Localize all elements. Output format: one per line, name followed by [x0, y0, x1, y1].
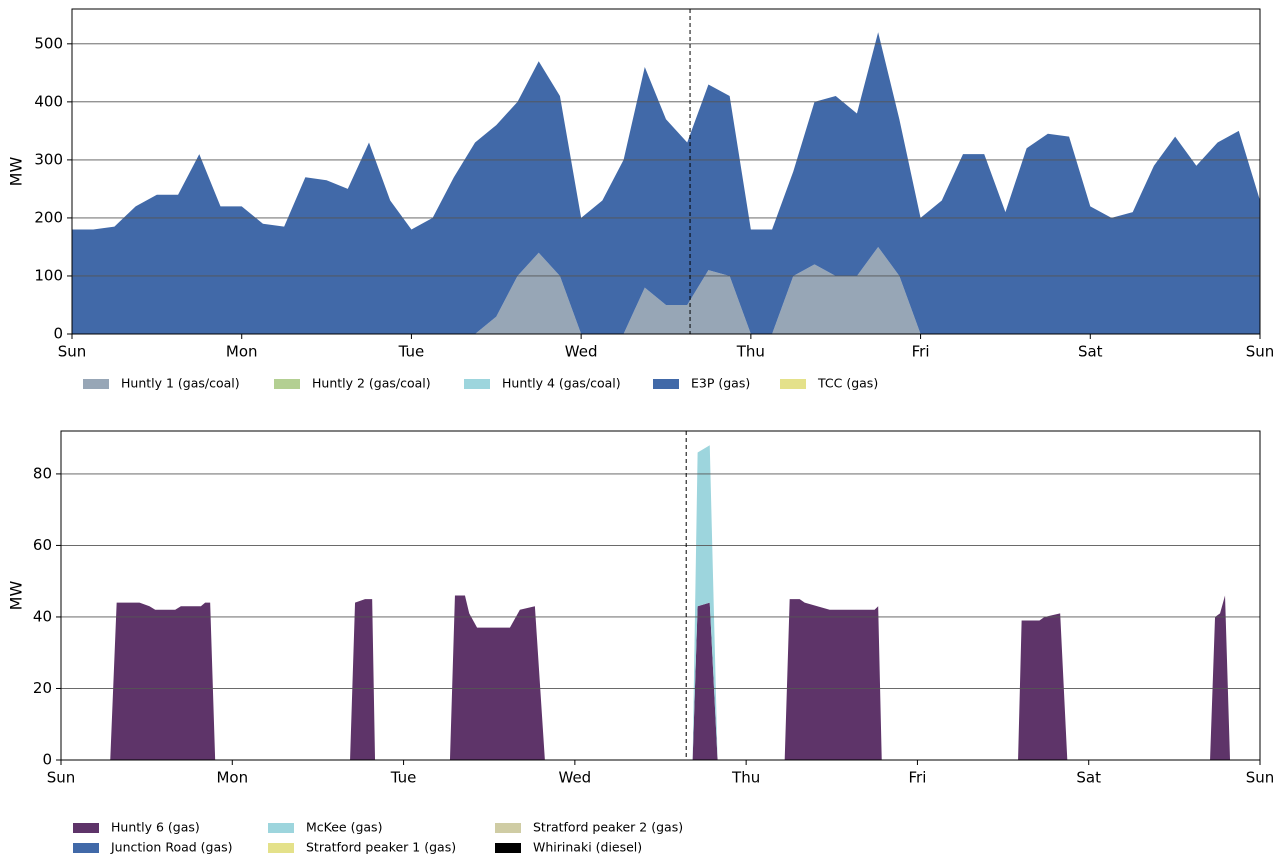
area — [72, 32, 1260, 334]
legend-swatch — [495, 823, 521, 833]
legend-label: McKee (gas) — [306, 820, 382, 835]
y-tick-label: 400 — [34, 92, 63, 110]
legend-swatch — [268, 843, 294, 853]
y-tick-label: 100 — [34, 266, 63, 284]
legend-label: Huntly 6 (gas) — [111, 820, 200, 835]
x-tick-label: Sat — [1076, 769, 1101, 787]
y-tick-label: 0 — [42, 751, 52, 769]
legend-label: Whirinaki (diesel) — [533, 840, 642, 855]
y-tick-label: 300 — [34, 150, 63, 168]
legend-label: Stratford peaker 1 (gas) — [306, 840, 456, 855]
legend-swatch — [274, 379, 300, 389]
area — [61, 445, 1260, 760]
x-tick-label: Fri — [912, 343, 930, 361]
x-tick-label: Sun — [47, 769, 76, 787]
legend-swatch — [780, 379, 806, 389]
x-tick-label: Sun — [58, 343, 87, 361]
x-tick-label: Sat — [1078, 343, 1103, 361]
y-tick-label: 20 — [33, 679, 52, 697]
legend-swatch — [495, 843, 521, 853]
legend-label: Huntly 2 (gas/coal) — [312, 376, 431, 391]
legend-swatch — [73, 823, 99, 833]
x-tick-label: Sun — [1246, 769, 1275, 787]
plot-frame — [71, 8, 1261, 335]
x-tick-label: Mon — [216, 769, 248, 787]
x-tick-label: Fri — [908, 769, 926, 787]
y-tick-label: 500 — [34, 34, 63, 52]
legend-label: E3P (gas) — [691, 376, 750, 391]
area — [61, 445, 1260, 760]
x-tick-label: Tue — [398, 343, 425, 361]
y-tick-label: 200 — [34, 208, 63, 226]
legend-label: Huntly 4 (gas/coal) — [502, 376, 621, 391]
y-tick-label: 60 — [33, 536, 52, 554]
area — [72, 246, 1260, 334]
x-tick-label: Wed — [559, 769, 592, 787]
legend-label: Junction Road (gas) — [110, 840, 233, 855]
area — [61, 445, 1260, 760]
x-tick-label: Wed — [565, 343, 598, 361]
legend-swatch — [73, 843, 99, 853]
legend-swatch — [268, 823, 294, 833]
x-tick-label: Thu — [731, 769, 760, 787]
legend-swatch — [83, 379, 109, 389]
x-tick-label: Sun — [1246, 343, 1275, 361]
legend-label: Huntly 1 (gas/coal) — [121, 376, 240, 391]
y-axis-label: MW — [7, 581, 26, 611]
x-tick-label: Thu — [736, 343, 765, 361]
legend-label: TCC (gas) — [817, 376, 878, 391]
area — [61, 445, 1260, 760]
y-tick-label: 40 — [33, 607, 52, 625]
legend-swatch — [653, 379, 679, 389]
area — [61, 595, 1260, 760]
y-axis-label: MW — [7, 157, 26, 187]
area — [61, 595, 1260, 760]
plot-frame — [60, 430, 1261, 761]
legend-swatch — [464, 379, 490, 389]
y-tick-label: 80 — [33, 464, 52, 482]
y-tick-label: 0 — [53, 325, 63, 343]
legend-label: Stratford peaker 2 (gas) — [533, 820, 683, 835]
x-tick-label: Mon — [226, 343, 258, 361]
x-tick-label: Tue — [390, 769, 417, 787]
